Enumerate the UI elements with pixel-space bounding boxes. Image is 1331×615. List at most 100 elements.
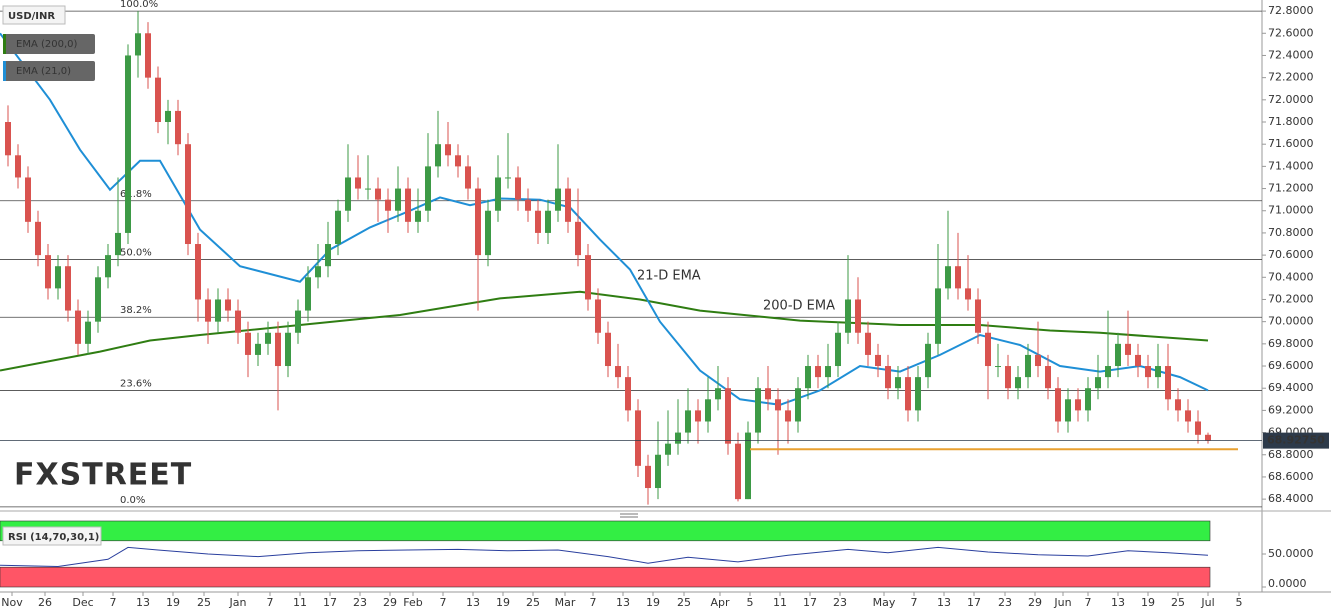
candle-body: [5, 122, 11, 156]
candle-body: [435, 144, 441, 167]
candle-body: [445, 144, 451, 156]
last-price-label: 68.92750: [1267, 434, 1325, 447]
candle-body: [755, 388, 761, 433]
candle-body: [405, 188, 411, 222]
candle-body: [275, 332, 281, 367]
candle-body: [325, 244, 331, 267]
candle-body: [1105, 366, 1111, 378]
candle-body: [685, 410, 691, 433]
candle-body: [665, 443, 671, 455]
y-tick-label: 71.8000: [1268, 115, 1314, 128]
y-tick-label: 70.0000: [1268, 315, 1314, 328]
y-tick-label: 70.2000: [1268, 292, 1314, 305]
candle-body: [775, 399, 781, 411]
x-tick-label: 17: [967, 596, 981, 609]
candle-body: [265, 332, 271, 344]
candle-body: [925, 343, 931, 378]
y-tick-label: 70.6000: [1268, 248, 1314, 261]
candle-body: [255, 343, 261, 355]
candle-body: [785, 410, 791, 422]
candle-body: [675, 432, 681, 444]
x-tick-label: 13: [136, 596, 150, 609]
candle-body: [575, 221, 581, 256]
candle-body: [485, 210, 491, 256]
y-tick-label: 68.4000: [1268, 492, 1314, 505]
x-tick-label: Jun: [1053, 596, 1071, 609]
x-tick-label: 25: [526, 596, 540, 609]
y-tick-label: 71.0000: [1268, 204, 1314, 217]
x-tick-label: 13: [1111, 596, 1125, 609]
candle-body: [795, 388, 801, 422]
x-tick-label: 26: [38, 596, 52, 609]
candle-body: [845, 299, 851, 333]
y-tick-label: 72.8000: [1268, 4, 1314, 17]
x-tick-label: 25: [677, 596, 691, 609]
x-tick-label: Nov: [1, 596, 23, 609]
candle-body: [1155, 366, 1161, 378]
x-tick-label: 25: [197, 596, 211, 609]
candle-body: [1055, 388, 1061, 422]
x-tick-label: 13: [937, 596, 951, 609]
candle-body: [225, 299, 231, 311]
x-tick-label: 13: [616, 596, 630, 609]
y-tick-label: 70.8000: [1268, 226, 1314, 239]
x-tick-label: 19: [1141, 596, 1155, 609]
candle-body: [215, 299, 221, 322]
y-tick-label: 72.6000: [1268, 26, 1314, 39]
fib-label: 23.6%: [120, 378, 152, 389]
candle-body: [875, 354, 881, 367]
candle-body: [25, 177, 31, 222]
fib-label: 0.0%: [120, 495, 145, 506]
candle-body: [865, 332, 871, 355]
candle-body: [995, 366, 1001, 368]
candle-body: [305, 277, 311, 311]
candle-body: [455, 155, 461, 167]
candle-body: [315, 266, 321, 278]
candle-body: [955, 266, 961, 289]
y-tick-label: 71.6000: [1268, 137, 1314, 150]
legend-label: EMA (21,0): [16, 66, 71, 77]
x-tick-label: 13: [466, 596, 480, 609]
candle-body: [385, 199, 391, 211]
candle-body: [945, 266, 951, 289]
candle-body: [515, 177, 521, 200]
candle-body: [1195, 421, 1201, 435]
rsi-line: [0, 546, 1209, 568]
y-tick-label: 72.2000: [1268, 71, 1314, 84]
candle-body: [805, 366, 811, 389]
y-tick-label: 69.4000: [1268, 381, 1314, 394]
candle-body: [185, 144, 191, 245]
candle-body: [345, 177, 351, 211]
candle-body: [1075, 399, 1081, 411]
x-tick-label: 29: [1028, 596, 1042, 609]
candle-body: [1065, 399, 1071, 422]
legend-box: [2, 5, 66, 25]
candle-body: [505, 177, 511, 179]
last-price-box: [1263, 432, 1329, 449]
legend-box: [3, 61, 95, 81]
candle-body: [1175, 399, 1181, 411]
candle-body: [295, 310, 301, 333]
x-tick-label: 7: [1085, 596, 1092, 609]
candle-body: [915, 377, 921, 411]
x-tick-label: 23: [353, 596, 367, 609]
x-tick-label: 7: [590, 596, 597, 609]
y-tick-label: 70.4000: [1268, 270, 1314, 283]
y-tick-label: 50.0000: [1268, 547, 1314, 560]
candle-body: [1165, 366, 1171, 400]
candle-body: [935, 288, 941, 344]
fib-label: 50.0%: [120, 248, 152, 259]
candle-body: [145, 33, 151, 78]
candle-body: [565, 188, 571, 222]
candle-body: [205, 299, 211, 322]
candle-body: [1185, 410, 1191, 422]
x-tick-label: Feb: [403, 596, 422, 609]
x-tick-label: 17: [803, 596, 817, 609]
candle-body: [905, 377, 911, 411]
candle-body: [855, 299, 861, 333]
candle-body: [735, 443, 741, 500]
y-tick-label: 72.0000: [1268, 93, 1314, 106]
candle-body: [815, 366, 821, 378]
y-tick-label: 71.4000: [1268, 159, 1314, 172]
